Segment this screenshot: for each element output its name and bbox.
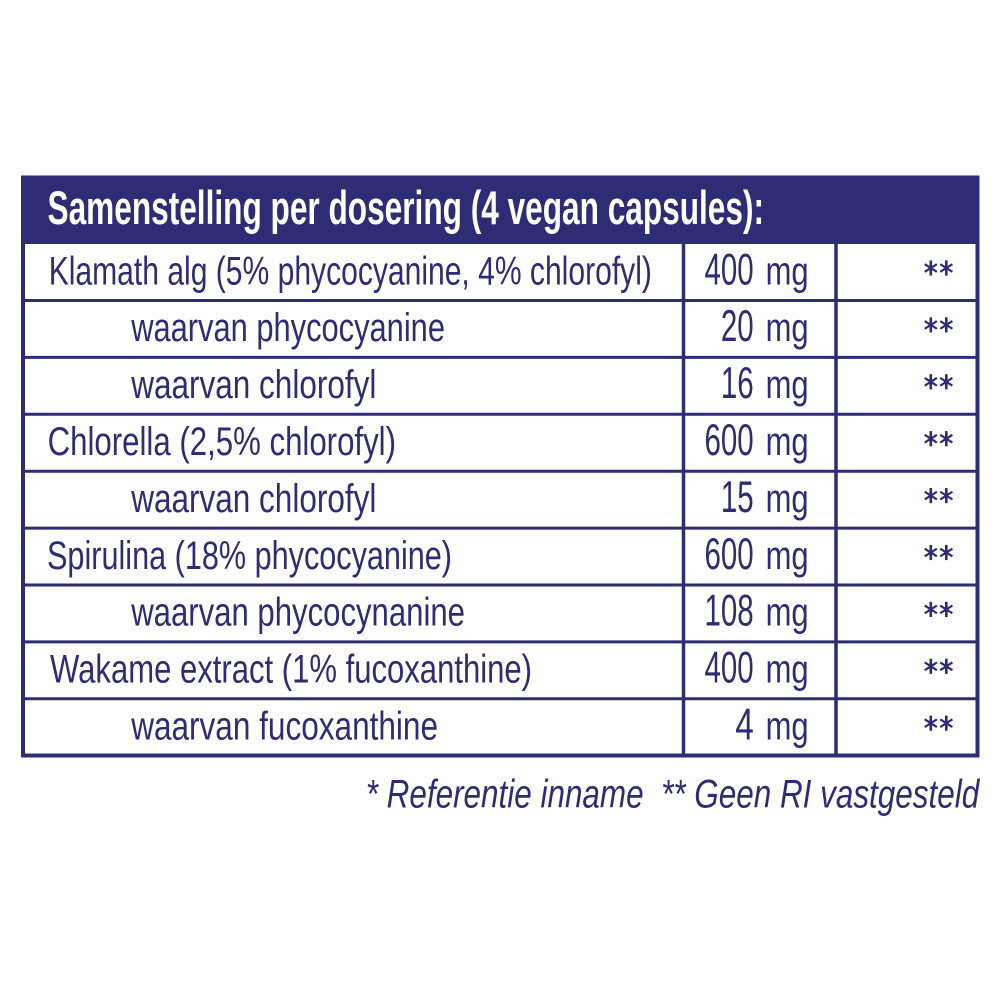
svg-text:mg: mg (766, 477, 809, 521)
svg-text:mg: mg (766, 420, 809, 464)
svg-text:Klamath alg (5% phycocyanine,: Klamath alg (5% phycocyanine, 4% chlorof… (49, 249, 652, 293)
svg-text:600: 600 (705, 416, 754, 465)
svg-text:* Referentie inname ** Geen R: * Referentie inname ** Geen RI vastgeste… (366, 773, 981, 817)
svg-text:waarvan fucoxanthine: waarvan fucoxanthine (130, 705, 438, 749)
svg-text:waarvan chlorofyl: waarvan chlorofyl (130, 477, 376, 521)
svg-text:16: 16 (721, 359, 754, 408)
svg-text:waarvan phycocyanine: waarvan phycocyanine (130, 306, 445, 350)
svg-text:Wakame extract (1% fucoxanthin: Wakame extract (1% fucoxanthine) (50, 648, 532, 692)
svg-text:20: 20 (721, 302, 754, 351)
svg-text:4: 4 (735, 701, 754, 750)
svg-text:mg: mg (766, 363, 809, 407)
svg-text:600: 600 (705, 530, 754, 579)
svg-text:mg: mg (766, 306, 809, 350)
svg-text:mg: mg (766, 705, 809, 749)
svg-text:Chlorella (2,5% chlorofyl): Chlorella (2,5% chlorofyl) (48, 420, 396, 464)
svg-text:108: 108 (705, 587, 754, 636)
svg-text:400: 400 (705, 245, 754, 294)
svg-text:400: 400 (705, 644, 754, 693)
svg-text:Samenstelling per dosering (4: Samenstelling per dosering (4 vegan caps… (48, 181, 765, 234)
svg-text:mg: mg (766, 534, 809, 578)
svg-text:mg: mg (766, 648, 809, 692)
svg-text:mg: mg (766, 249, 809, 293)
svg-text:mg: mg (766, 591, 809, 635)
svg-text:15: 15 (721, 473, 754, 522)
svg-text:waarvan chlorofyl: waarvan chlorofyl (130, 363, 376, 407)
svg-text:Spirulina (18% phycocyanine): Spirulina (18% phycocyanine) (47, 534, 452, 578)
svg-text:waarvan phycocynanine: waarvan phycocynanine (130, 591, 465, 635)
